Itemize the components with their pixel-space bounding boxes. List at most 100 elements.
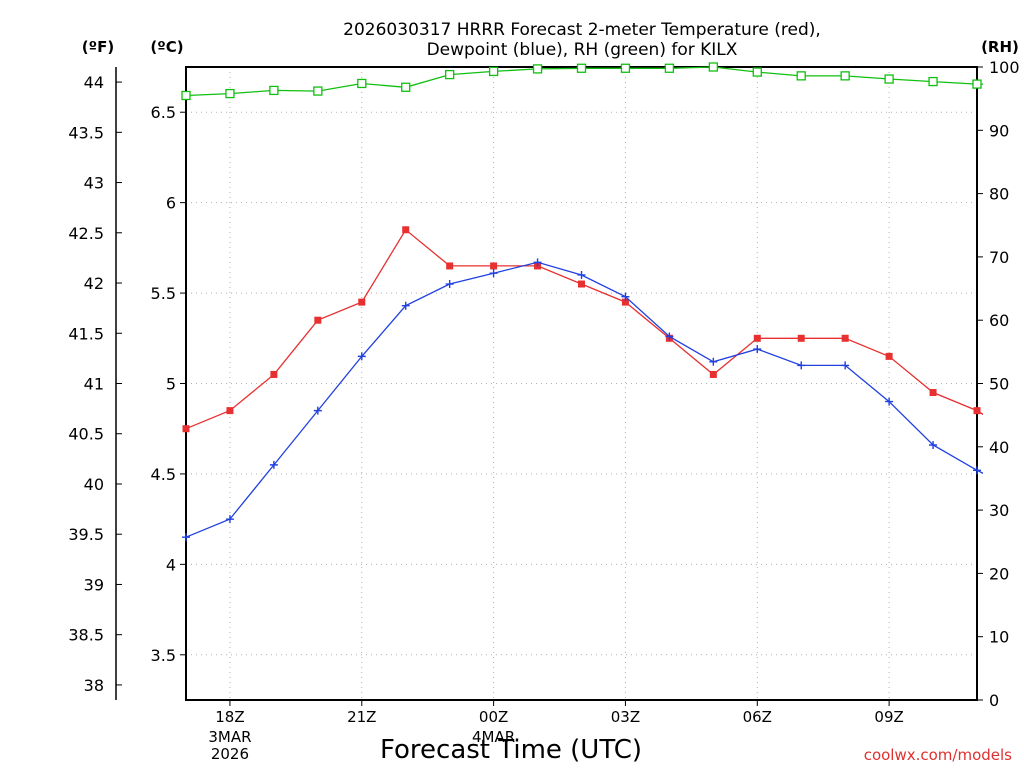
rh-point	[445, 69, 455, 80]
fahrenheit-tick-label: 40	[84, 475, 104, 494]
temperature-point	[621, 298, 629, 306]
rh-point	[928, 76, 938, 87]
rh-tick-label: 10	[989, 628, 1009, 647]
fahrenheit-tick-label: 40.5	[68, 425, 104, 444]
fahrenheit-tick-label: 38	[84, 676, 104, 695]
rh-point	[357, 78, 367, 89]
rh-tick-label: 90	[989, 121, 1009, 140]
rh-point	[884, 74, 894, 84]
rh-point	[532, 64, 543, 74]
dewpoint-point	[445, 280, 454, 289]
x-date-label: 4MAR	[472, 728, 515, 746]
fahrenheit-tick-label: 39.5	[68, 525, 104, 544]
fahrenheit-tick-label: 41.5	[68, 324, 104, 343]
dewpoint-point	[182, 533, 190, 542]
temperature-point	[182, 425, 190, 433]
temperature-point	[226, 407, 234, 415]
x-date-label: 3MAR	[208, 728, 251, 746]
temperature-point	[929, 389, 937, 397]
rh-tick-label: 0	[989, 691, 999, 710]
dewpoint-point	[797, 361, 806, 370]
celsius-tick-label: 5.5	[151, 284, 176, 303]
x-tick-label: 03Z	[611, 708, 640, 726]
dewpoint-point	[577, 270, 586, 279]
celsius-tick-label: 4.5	[151, 465, 176, 484]
fahrenheit-tick-label: 38.5	[68, 626, 104, 645]
dewpoint-point	[401, 301, 410, 310]
temperature-point	[358, 298, 366, 306]
rh-point	[181, 90, 191, 101]
dewpoint-point	[533, 258, 542, 267]
celsius-tick-label: 4	[166, 555, 176, 574]
rh-tick-label: 20	[989, 564, 1009, 583]
x-tick-label: 21Z	[347, 708, 376, 726]
temperature-point	[402, 226, 410, 234]
rh-unit-label: (RH)	[981, 38, 1019, 56]
x-tick-label: 00Z	[479, 708, 508, 726]
temperature-line	[185, 228, 983, 430]
celsius-tick-label: 6	[166, 194, 176, 213]
dewpoint-point	[885, 397, 894, 406]
rh-point	[664, 63, 675, 73]
credit-text: coolwx.com/models	[864, 746, 1012, 764]
dewpoint-point	[1017, 488, 1024, 496]
rh-tick-label: 40	[989, 438, 1009, 457]
chart-title-line-2: Dewpoint (blue), RH (green) for KILX	[427, 40, 738, 60]
temperature-point	[973, 407, 981, 415]
fahrenheit-tick-label: 43	[84, 174, 104, 193]
rh-line	[185, 66, 983, 97]
celsius-tick-label: 6.5	[151, 103, 176, 122]
dewpoint-point	[313, 406, 322, 415]
rh-tick-label: 60	[989, 311, 1009, 330]
grid-lines	[186, 67, 977, 700]
dewpoint-point	[357, 352, 366, 361]
dewpoint-point	[841, 361, 850, 370]
temperature-point	[578, 280, 585, 288]
fahrenheit-unit-label: (ºF)	[82, 38, 114, 56]
dewpoint-point	[489, 269, 498, 278]
temperature-point	[885, 352, 893, 360]
x-tick-label: 06Z	[743, 708, 772, 726]
x-tick-label: 18Z	[215, 708, 244, 726]
rh-point	[708, 62, 718, 72]
dewpoint-line	[185, 261, 983, 538]
fahrenheit-tick-label: 42	[84, 274, 104, 293]
temperature-point	[753, 334, 761, 342]
temperature-point	[797, 334, 805, 342]
temperature-point	[446, 262, 454, 270]
rh-point	[620, 63, 631, 73]
rh-point	[488, 66, 499, 77]
dewpoint-point	[973, 466, 981, 475]
celsius-tick-label: 3.5	[151, 646, 176, 665]
rh-point	[225, 88, 235, 99]
dewpoint-point	[929, 440, 938, 449]
rh-point	[1017, 81, 1024, 89]
dewpoint-point	[225, 515, 234, 524]
dewpoint-point	[709, 357, 718, 366]
x-axis-title: Forecast Time (UTC)	[380, 735, 642, 765]
rh-point	[796, 71, 806, 81]
fahrenheit-tick-label: 43.5	[68, 123, 104, 142]
dewpoint-point	[753, 345, 762, 354]
fahrenheit-tick-label: 44	[84, 73, 104, 92]
x-date-label: 2026	[211, 745, 249, 763]
temperature-point	[270, 370, 278, 378]
x-tick-label: 09Z	[874, 708, 903, 726]
dewpoint-point	[621, 292, 630, 301]
data-series	[181, 62, 1024, 542]
rh-tick-label: 80	[989, 185, 1009, 204]
rh-point	[576, 63, 587, 73]
temperature-point	[841, 334, 849, 342]
rh-point	[269, 85, 279, 96]
temperature-point	[490, 262, 498, 270]
temperature-point	[709, 370, 717, 378]
rh-tick-label: 30	[989, 501, 1009, 520]
rh-point	[752, 67, 762, 77]
rh-tick-label: 70	[989, 248, 1009, 267]
temperature-point	[314, 316, 322, 324]
celsius-tick-label: 5	[166, 375, 176, 394]
rh-tick-label: 100	[989, 58, 1020, 77]
fahrenheit-tick-label: 41	[84, 375, 104, 394]
